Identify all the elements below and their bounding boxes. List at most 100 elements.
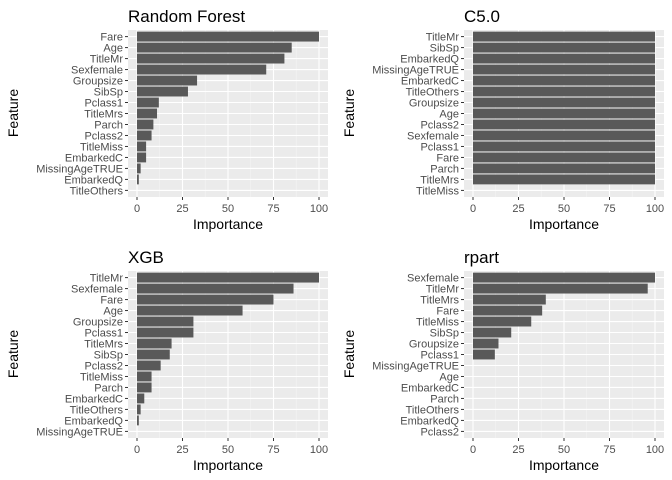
bar-titlemrs [137, 108, 158, 119]
bar-age [473, 108, 655, 119]
y-tick-label: TitleMrs [84, 339, 123, 351]
y-tick-label: Fare [100, 32, 123, 44]
y-tick-label: Pclass2 [84, 130, 123, 142]
y-tick-label: EmbarkedC [401, 76, 459, 88]
bar-sibsp [473, 327, 512, 338]
y-axis-label: Feature [341, 330, 357, 378]
y-tick-label: Pclass1 [84, 328, 123, 340]
bar-fare [137, 294, 274, 305]
y-tick-label: Pclass1 [84, 98, 123, 110]
bar-titlemr [473, 283, 648, 294]
panel-title: Random Forest [128, 7, 245, 26]
x-tick-label: 25 [512, 444, 524, 456]
y-tick-label: EmbarkedC [65, 393, 123, 405]
y-tick-label: Pclass2 [84, 360, 123, 372]
y-tick-label: Pclass2 [420, 119, 459, 131]
bar-titlemrs [473, 174, 655, 185]
bar-pclass2 [137, 130, 152, 141]
y-tick-label: TitleMr [426, 284, 460, 296]
chart-panel-1: FareAgeTitleMrSexfemaleGroupsizeSibSpPcl… [5, 7, 328, 232]
bar-pclass1 [473, 349, 495, 360]
bar-titlemrs [137, 338, 172, 349]
y-tick-label: Sexfemale [407, 273, 459, 285]
y-tick-label: Sexfemale [71, 65, 123, 77]
bar-groupsize [473, 97, 655, 108]
y-tick-label: MissingAgeTRUE [372, 65, 459, 77]
x-tick-label: 75 [267, 203, 279, 215]
y-tick-label: Age [439, 371, 459, 383]
y-tick-label: Pclass2 [420, 426, 459, 438]
y-tick-label: Parch [94, 382, 123, 394]
bar-parch [473, 163, 655, 174]
x-tick-label: 0 [134, 203, 140, 215]
bar-titleothers [473, 86, 655, 97]
bar-embarkedq [137, 174, 139, 185]
panel-title: XGB [128, 248, 164, 267]
x-tick-label: 25 [176, 203, 188, 215]
bar-embarkedc [137, 152, 147, 163]
bar-age [137, 42, 292, 53]
bar-sexfemale [473, 130, 655, 141]
y-tick-label: EmbarkedC [65, 152, 123, 164]
y-tick-label: MissingAgeTRUE [36, 426, 123, 438]
bar-parch [137, 382, 152, 393]
y-tick-label: TitleMrs [420, 174, 459, 186]
x-axis-label: Importance [193, 457, 263, 473]
y-tick-label: SibSp [430, 43, 459, 55]
x-tick-label: 50 [558, 203, 570, 215]
y-tick-label: Groupsize [409, 339, 459, 351]
bar-embarkedc [473, 75, 655, 86]
y-tick-label: TitleMr [90, 273, 124, 285]
y-tick-label: SibSp [430, 328, 459, 340]
y-tick-label: Age [103, 43, 123, 55]
bar-sexfemale [137, 283, 294, 294]
x-tick-label: 0 [470, 203, 476, 215]
y-tick-label: TitleOthers [406, 404, 460, 416]
bar-groupsize [137, 316, 194, 327]
y-tick-label: Groupsize [409, 98, 459, 110]
bar-parch [137, 119, 154, 130]
bar-fare [137, 31, 319, 42]
y-tick-label: TitleMiss [80, 371, 123, 383]
x-axis-label: Importance [529, 216, 599, 232]
bar-fare [473, 152, 655, 163]
bar-groupsize [137, 75, 198, 86]
bar-pclass1 [473, 141, 655, 152]
bar-titlemiss [137, 141, 147, 152]
x-tick-label: 25 [512, 203, 524, 215]
y-tick-label: EmbarkedQ [400, 415, 459, 427]
bar-titlemiss [473, 316, 532, 327]
x-tick-label: 100 [310, 203, 328, 215]
y-tick-label: Fare [436, 306, 459, 318]
y-tick-label: Groupsize [73, 76, 123, 88]
y-tick-label: Sexfemale [407, 130, 459, 142]
bar-missingagetrue [137, 163, 141, 174]
x-tick-label: 50 [222, 203, 234, 215]
y-tick-label: Age [103, 306, 123, 318]
y-axis-label: Feature [5, 89, 21, 137]
bar-sibsp [137, 86, 188, 97]
y-tick-label: Parch [94, 119, 123, 131]
x-tick-label: 75 [267, 444, 279, 456]
y-tick-label: Sexfemale [71, 284, 123, 296]
bar-pclass1 [137, 327, 194, 338]
y-tick-label: Pclass1 [420, 350, 459, 362]
y-tick-label: Age [439, 109, 459, 121]
y-tick-label: TitleOthers [70, 404, 124, 416]
y-tick-label: Pclass1 [420, 141, 459, 153]
bar-age [137, 305, 243, 316]
y-tick-label: SibSp [94, 87, 123, 99]
panel-title: C5.0 [464, 7, 500, 26]
bar-sexfemale [137, 64, 267, 75]
bar-embarkedq [473, 53, 655, 64]
y-tick-label: Fare [436, 152, 459, 164]
y-axis-label: Feature [5, 330, 21, 378]
bar-sibsp [137, 349, 170, 360]
bar-embarkedq [137, 415, 139, 426]
panel-title: rpart [464, 248, 499, 267]
x-tick-label: 75 [603, 203, 615, 215]
bar-titlemiss [137, 371, 152, 382]
y-tick-label: MissingAgeTRUE [36, 163, 123, 175]
bar-sexfemale [473, 272, 655, 283]
